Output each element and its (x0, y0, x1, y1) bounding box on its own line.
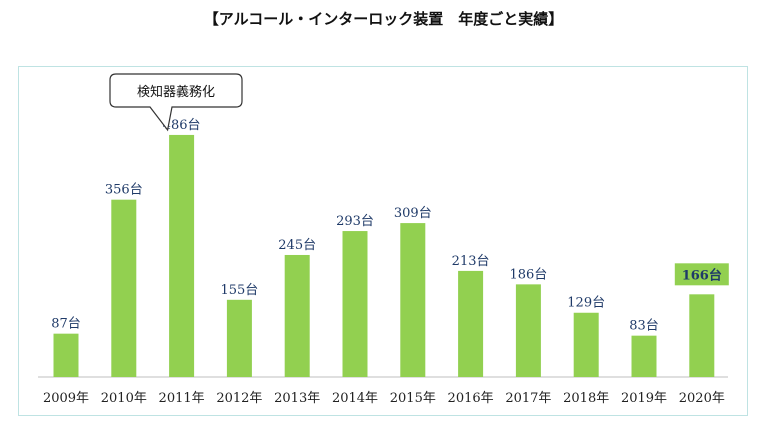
value-label: 486台 (163, 118, 201, 133)
value-label: 309台 (394, 206, 432, 221)
x-tick-label: 2010年 (101, 391, 147, 406)
value-label: 245台 (278, 238, 316, 253)
value-label: 155台 (220, 283, 258, 298)
bar-2016年 (458, 270, 484, 377)
bar-2019年 (631, 335, 657, 377)
bar-2011年 (169, 134, 195, 377)
x-tick-label: 2009年 (43, 391, 89, 406)
annotation-callout (109, 73, 243, 132)
value-label-highlight: 166台 (682, 267, 722, 283)
plot-frame (18, 66, 748, 416)
x-tick-label: 2014年 (332, 391, 378, 406)
value-label: 87台 (51, 317, 81, 332)
annotation-text: 検知器義務化 (137, 84, 215, 100)
bar-2018年 (573, 312, 599, 377)
bar-2012年 (226, 299, 252, 377)
chart-title: 【アルコール・インターロック装置 年度ごと実績】 (203, 10, 564, 28)
bar-2017年 (515, 284, 541, 377)
bar-2014年 (342, 231, 368, 377)
value-label: 186台 (509, 267, 547, 282)
x-tick-label: 2013年 (274, 391, 320, 406)
x-tick-label: 2019年 (621, 391, 667, 406)
value-label: 356台 (105, 183, 143, 198)
x-tick-label: 2018年 (563, 391, 609, 406)
bar-2015年 (400, 223, 426, 377)
value-label: 213台 (452, 254, 490, 269)
x-tick-label: 2015年 (390, 391, 436, 406)
highlight-label-box (674, 263, 729, 286)
x-tick-label: 2020年 (679, 391, 725, 406)
bar-2009年 (53, 333, 79, 377)
value-label: 129台 (567, 296, 605, 311)
x-tick-label: 2016年 (448, 391, 494, 406)
bar-2013年 (284, 254, 310, 377)
x-tick-label: 2017年 (505, 391, 551, 406)
value-label: 83台 (629, 319, 659, 334)
bar-2020年 (689, 294, 715, 377)
x-tick-label: 2012年 (216, 391, 262, 406)
value-label: 293台 (336, 214, 374, 229)
x-tick-label: 2011年 (159, 391, 205, 406)
bar-2010年 (111, 199, 137, 377)
